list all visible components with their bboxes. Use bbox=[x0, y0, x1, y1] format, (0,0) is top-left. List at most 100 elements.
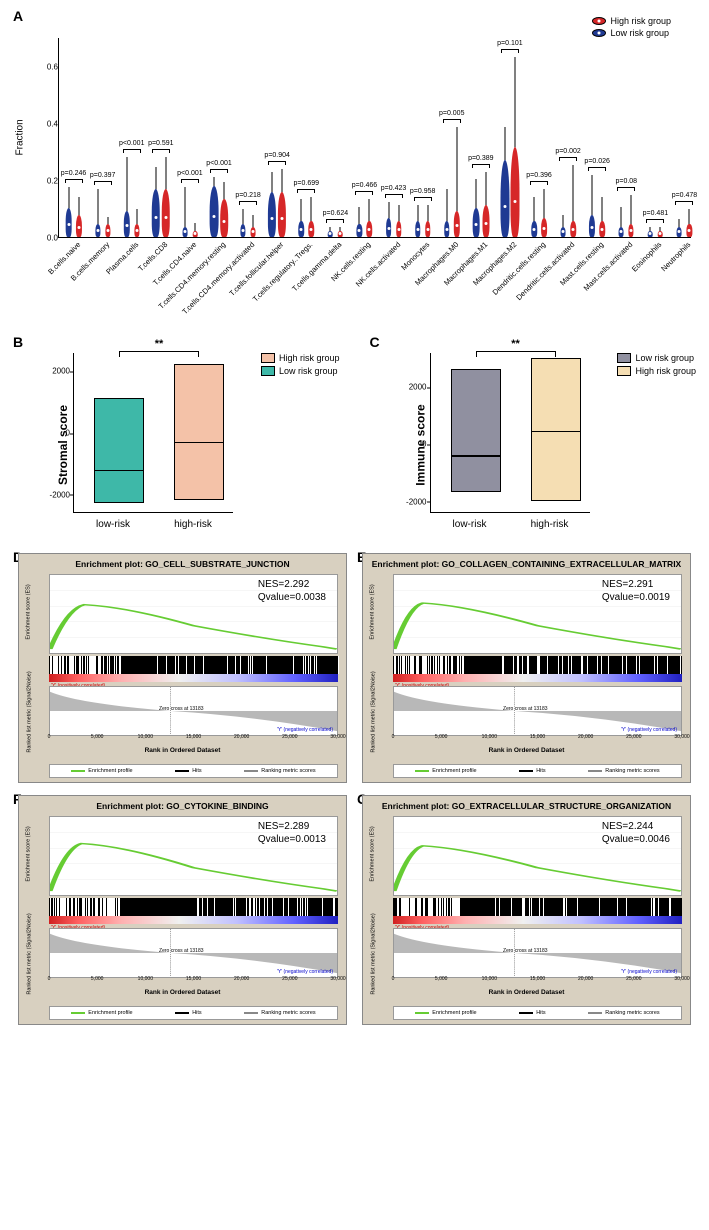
pval-bracket bbox=[268, 161, 286, 165]
violin-median-dot bbox=[368, 228, 371, 231]
figure-container: A High risk group Low risk group Fractio… bbox=[0, 0, 709, 1045]
line-icon bbox=[588, 1012, 602, 1014]
hit-tick bbox=[571, 656, 572, 674]
legend-low-risk: Low risk group bbox=[592, 28, 671, 38]
hit-tick bbox=[90, 656, 91, 674]
hit-tick bbox=[447, 898, 448, 916]
pval-bracket bbox=[326, 219, 344, 223]
gsea-hits-bar bbox=[393, 898, 682, 916]
gsea-hits-bar bbox=[49, 656, 338, 674]
x-tick: 10,000 bbox=[138, 976, 153, 982]
line-icon bbox=[588, 770, 602, 772]
p-value-label: p=0.591 bbox=[148, 140, 174, 147]
legend-text: Enrichment profile bbox=[432, 768, 476, 774]
violin-body bbox=[278, 192, 286, 237]
gsea-x-ticks: 05,00010,00015,00020,00025,00030,000 bbox=[393, 976, 682, 986]
pval-bracket bbox=[617, 187, 635, 191]
hit-tick bbox=[246, 898, 247, 916]
violin-median-dot bbox=[562, 230, 565, 233]
hit-tick bbox=[452, 656, 453, 674]
x-tick: 0 bbox=[48, 976, 51, 982]
hit-tick bbox=[310, 656, 311, 674]
hit-tick bbox=[75, 656, 76, 674]
violin-median-dot bbox=[271, 217, 274, 220]
violin-median-dot bbox=[242, 229, 245, 232]
x-tick: 25,000 bbox=[282, 976, 297, 982]
hit-tick bbox=[78, 898, 79, 916]
violin-median-dot bbox=[339, 232, 342, 235]
pval-bracket bbox=[472, 164, 490, 168]
hit-tick bbox=[227, 656, 228, 674]
hit-tick bbox=[522, 656, 523, 674]
gsea-legend: Enrichment profileHitsRanking metric sco… bbox=[49, 1006, 338, 1020]
hit-tick bbox=[511, 898, 512, 916]
pval-bracket bbox=[588, 167, 606, 171]
pval-bracket bbox=[443, 119, 461, 123]
pval-bracket bbox=[385, 194, 403, 198]
hit-tick bbox=[402, 656, 403, 674]
hit-tick bbox=[404, 898, 405, 916]
hit-tick bbox=[431, 898, 432, 916]
hit-tick bbox=[539, 898, 540, 916]
panel-c-plot-area: ** bbox=[430, 353, 590, 513]
violin-median-dot bbox=[329, 232, 332, 235]
hit-tick bbox=[436, 656, 437, 674]
x-tick: 15,000 bbox=[186, 976, 201, 982]
legend-item: Hits bbox=[175, 1010, 201, 1016]
gsea-x-ticks: 05,00010,00015,00020,00025,00030,000 bbox=[49, 734, 338, 744]
hit-tick bbox=[105, 898, 106, 916]
hit-tick bbox=[99, 656, 100, 674]
hit-tick bbox=[432, 898, 433, 916]
gsea-rank-y-label: Ranked list metric (Signal2Noise) bbox=[371, 671, 377, 752]
hit-tick bbox=[460, 656, 461, 674]
gsea-rank-plot: Zero cross at 13183'Y' (negatively corre… bbox=[49, 928, 338, 978]
x-tick: 15,000 bbox=[186, 734, 201, 740]
line-icon bbox=[244, 1012, 258, 1014]
pval-bracket bbox=[152, 149, 170, 153]
hit-tick bbox=[283, 898, 284, 916]
violin-body bbox=[210, 186, 219, 237]
legend-item: Low risk group bbox=[617, 353, 696, 363]
zero-cross-label: Zero cross at 13183 bbox=[503, 706, 547, 712]
hit-tick bbox=[670, 898, 671, 916]
hit-tick bbox=[308, 656, 309, 674]
hit-tick bbox=[402, 898, 403, 916]
hit-tick bbox=[430, 656, 431, 674]
violin-median-dot bbox=[591, 226, 594, 229]
hit-tick bbox=[398, 656, 399, 674]
violin-median-dot bbox=[416, 228, 419, 231]
hit-tick bbox=[305, 656, 306, 674]
hit-tick bbox=[53, 898, 54, 916]
hit-tick bbox=[636, 656, 637, 674]
hit-tick bbox=[338, 656, 339, 674]
panel-c-legend: Low risk group High risk group bbox=[617, 353, 696, 379]
hit-tick bbox=[73, 656, 74, 674]
hit-tick bbox=[178, 656, 179, 674]
hit-tick bbox=[433, 656, 434, 674]
hit-tick bbox=[424, 898, 425, 916]
p-value-label: p=0.397 bbox=[90, 172, 116, 179]
violin-median-dot bbox=[223, 220, 226, 223]
hit-tick bbox=[571, 656, 572, 674]
pval-bracket bbox=[297, 189, 315, 193]
legend-high-risk: High risk group bbox=[592, 16, 671, 26]
hit-tick bbox=[394, 656, 395, 674]
square-icon bbox=[617, 353, 631, 363]
x-category-label: Neutrophils bbox=[660, 240, 693, 273]
hit-tick bbox=[442, 656, 443, 674]
hit-tick bbox=[417, 656, 418, 674]
gsea-rank-plot: Zero cross at 13183'Y' (negatively corre… bbox=[393, 928, 682, 978]
hit-tick bbox=[495, 898, 496, 916]
violin-median-dot bbox=[484, 222, 487, 225]
hit-tick bbox=[58, 898, 59, 916]
hit-tick bbox=[459, 898, 460, 916]
pval-bracket bbox=[239, 201, 257, 205]
significance-bracket bbox=[119, 351, 199, 357]
box bbox=[94, 398, 144, 503]
hit-tick bbox=[51, 656, 52, 674]
hit-tick bbox=[300, 898, 301, 916]
panel-a-y-ticks: 0.00.20.40.6 bbox=[46, 38, 58, 238]
hit-tick bbox=[322, 898, 323, 916]
gsea-row-2: F Enrichment plot: GO_CYTOKINE_BINDINGNE… bbox=[8, 795, 701, 1025]
legend-text: Ranking metric scores bbox=[261, 1010, 315, 1016]
